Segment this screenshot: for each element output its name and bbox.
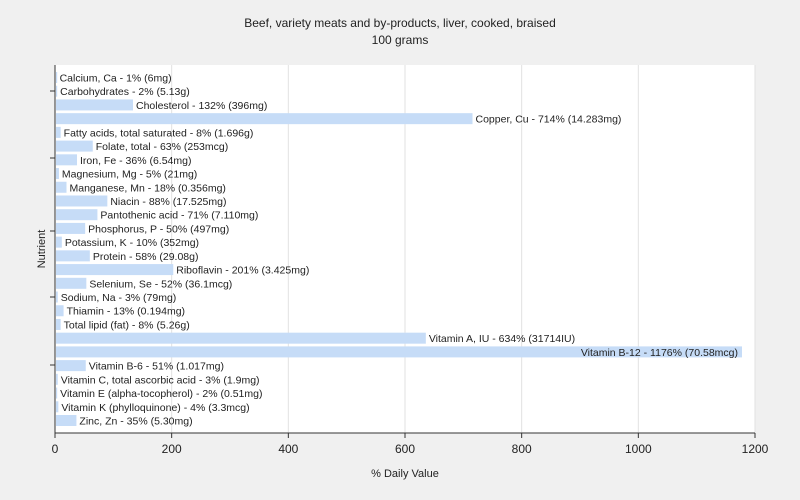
x-tick-label: 600 [395, 442, 415, 456]
bar-label: Vitamin B-6 - 51% (1.017mg) [89, 361, 224, 373]
x-tick-label: 1200 [742, 442, 769, 456]
x-tick-label: 1000 [625, 442, 652, 456]
bar-label: Thiamin - 13% (0.194mg) [67, 306, 185, 318]
bar-folate-total [56, 140, 93, 152]
bars: Calcium, Ca - 1% (6mg)Carbohydrates - 2%… [56, 72, 742, 428]
bar-label: Riboflavin - 201% (3.425mg) [176, 265, 309, 277]
bar-label: Vitamin K (phylloquinone) - 4% (3.3mcg) [61, 402, 249, 414]
bar-label: Cholesterol - 132% (396mg) [136, 100, 267, 112]
bar-label: Vitamin E (alpha-tocopherol) - 2% (0.51m… [60, 388, 262, 400]
bar-label: Vitamin A, IU - 634% (31714IU) [429, 333, 575, 345]
bar-vitamin-b-12 [56, 346, 742, 358]
bar-magnesium-mg [56, 168, 59, 180]
x-tick-label: 0 [52, 442, 59, 456]
bar-sodium-na [56, 291, 58, 303]
x-tick-label: 200 [162, 442, 182, 456]
bar-label: Phosphorus, P - 50% (497mg) [88, 223, 229, 235]
bar-label: Protein - 58% (29.08g) [93, 251, 199, 263]
bar-riboflavin [56, 264, 174, 276]
bar-label: Folate, total - 63% (253mcg) [96, 141, 228, 153]
bar-label: Calcium, Ca - 1% (6mg) [60, 73, 172, 85]
axes: 0 200 400 600 800 1000 1200 [50, 65, 769, 456]
bar-vitamin-k-phylloquinone [56, 401, 59, 413]
bar-label: Vitamin B-12 - 1176% (70.58mcg) [581, 347, 738, 359]
bar-label: Selenium, Se - 52% (36.1mcg) [89, 278, 232, 290]
bar-copper-cu [56, 113, 473, 125]
bar-cholesterol [56, 99, 133, 111]
bar-label: Zinc, Zn - 35% (5.30mg) [79, 416, 192, 428]
bar-selenium-se [56, 277, 87, 289]
bar-fatty-acids-total-saturated [56, 126, 61, 138]
bar-protein [56, 250, 90, 262]
x-tick-label: 800 [512, 442, 532, 456]
bar-label: Potassium, K - 10% (352mg) [65, 237, 199, 249]
bar-vitamin-a-iu [56, 332, 426, 344]
bar-phosphorus-p [56, 222, 86, 234]
bar-label: Carbohydrates - 2% (5.13g) [60, 86, 190, 98]
bar-label: Total lipid (fat) - 8% (5.26g) [64, 319, 190, 331]
x-tick-label: 400 [278, 442, 298, 456]
chart-title: Beef, variety meats and by-products, liv… [244, 16, 556, 30]
bar-vitamin-e-alpha-tocopherol [56, 387, 58, 399]
bar-niacin [56, 195, 108, 207]
bar-calcium-ca [56, 72, 58, 83]
bar-carbohydrates [56, 85, 58, 97]
bar-manganese-mn [56, 181, 67, 193]
bar-potassium-k [56, 236, 62, 248]
bar-total-lipid-fat [56, 318, 61, 330]
y-axis-label: Nutrient [36, 230, 48, 269]
bar-label: Manganese, Mn - 18% (0.356mg) [70, 182, 226, 194]
bar-label: Pantothenic acid - 71% (7.110mg) [100, 210, 258, 222]
chart-subtitle: 100 grams [372, 33, 429, 47]
bar-iron-fe [56, 154, 77, 166]
bar-zinc-zn [56, 415, 77, 426]
bar-vitamin-b-6 [56, 360, 86, 372]
bar-label: Niacin - 88% (17.525mg) [110, 196, 226, 208]
bar-pantothenic-acid [56, 209, 98, 221]
bar-label: Sodium, Na - 3% (79mg) [61, 292, 177, 304]
bar-label: Fatty acids, total saturated - 8% (1.696… [64, 127, 254, 139]
bar-label: Magnesium, Mg - 5% (21mg) [62, 169, 197, 181]
bar-label: Vitamin C, total ascorbic acid - 3% (1.9… [61, 374, 260, 386]
x-axis-label: % Daily Value [371, 468, 439, 480]
grid [171, 65, 756, 433]
bar-thiamin [56, 305, 64, 317]
bar-label: Iron, Fe - 36% (6.54mg) [80, 155, 191, 167]
bar-vitamin-c-total-ascorbic-acid [56, 373, 58, 385]
bar-label: Copper, Cu - 714% (14.283mg) [476, 114, 622, 126]
